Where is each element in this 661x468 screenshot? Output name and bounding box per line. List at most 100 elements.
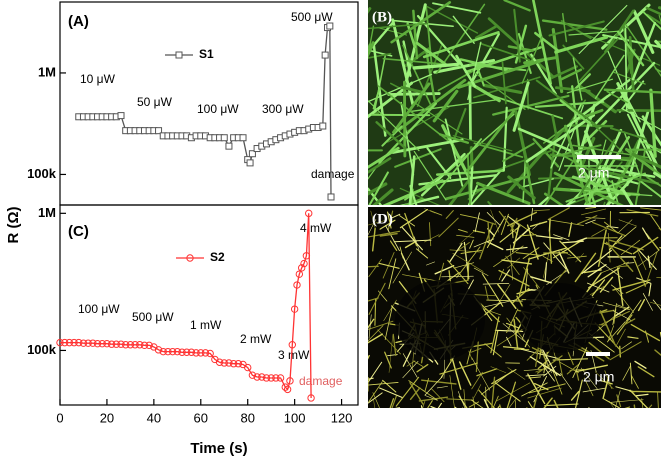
marker [225,142,233,150]
needle [439,138,483,190]
marker [159,347,167,356]
needle [509,244,513,281]
needle [615,328,626,348]
needle [371,227,376,252]
needle [553,399,559,408]
needle [571,175,631,197]
needle [599,379,613,385]
marker [145,341,153,350]
needle [458,361,472,386]
needle [532,222,541,230]
needle [646,13,661,25]
needle [459,229,477,245]
needle [609,341,642,361]
marker [126,341,135,349]
needle [601,310,630,325]
needle [492,395,499,408]
needle [649,214,661,231]
needle [645,233,660,251]
scale-bar-label: 2 μm [578,165,609,181]
needle [637,366,655,378]
marker [173,347,182,356]
needle [611,180,620,205]
needle [602,34,661,49]
needle [568,222,573,238]
needle [368,381,383,403]
needle [427,400,433,408]
needle [535,79,600,128]
needle [578,4,628,55]
needle [400,85,425,94]
needle [567,255,587,259]
needle [472,396,476,408]
y-tick-label: 100k [27,342,57,357]
needle [636,249,647,271]
needle [559,99,593,127]
needle [537,355,563,374]
needle [547,207,570,220]
needle [635,393,649,397]
needle [392,251,412,284]
needle [609,127,647,140]
needle [492,330,499,356]
needle [542,255,553,262]
x-tick-label: 60 [194,410,208,425]
needle [588,167,660,185]
needle [578,31,661,66]
marker [300,259,308,268]
needle [603,88,661,94]
needle [585,219,596,225]
annotation: 1 mW [190,318,222,332]
needle [452,15,475,44]
needle [637,249,660,267]
needle [368,282,386,315]
needle [574,379,583,408]
needle [566,78,614,94]
needle [547,219,584,226]
needle [498,210,518,236]
marker [239,134,247,142]
x-tick-label: 20 [100,410,114,425]
needle [467,262,470,281]
needle [437,67,478,92]
annotation: 10 μW [80,72,116,86]
needle [632,236,659,255]
marker [122,341,130,349]
needle [448,179,470,205]
needle [384,351,392,369]
needle [455,54,477,88]
needle [409,387,421,401]
needle [618,80,645,113]
marker [283,385,292,394]
needle [585,217,606,219]
needle [383,299,397,322]
needle [566,349,574,366]
needle [399,208,428,229]
marker [225,359,233,367]
needle [378,262,400,269]
needle [507,257,521,269]
needle [478,217,496,225]
needle [621,108,661,131]
needle [634,360,647,369]
needle [525,407,528,408]
needle [649,88,657,158]
needle [451,357,462,390]
needle [616,30,645,67]
needle [526,224,539,260]
needle [508,397,517,408]
marker [187,348,196,356]
marker [267,374,275,382]
needle [521,382,548,397]
needle [456,241,470,252]
needle [629,390,661,393]
needle [530,276,552,284]
needle [641,115,661,147]
needle [629,389,649,408]
needle [368,100,420,152]
needle [430,405,437,408]
needle [453,262,475,269]
needle [542,349,558,377]
needle [599,310,616,346]
needle [368,25,375,60]
